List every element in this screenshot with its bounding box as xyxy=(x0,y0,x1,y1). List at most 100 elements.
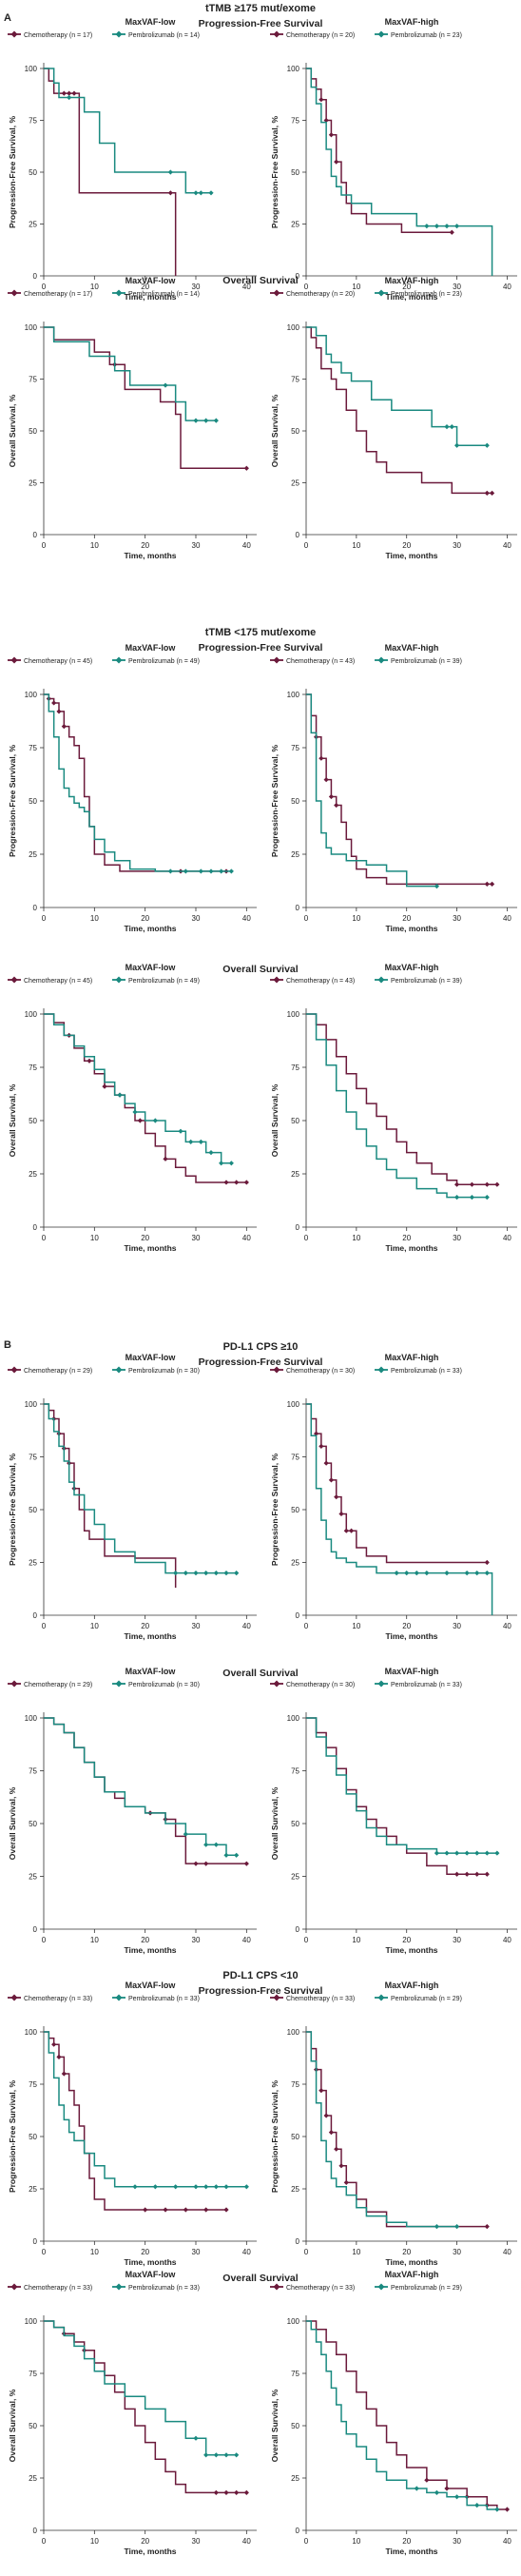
censor-mark xyxy=(193,2184,199,2190)
km-curve-pembrolizumab xyxy=(306,1013,488,1199)
legend-label: Chemotherapy (n = 20) xyxy=(286,291,355,298)
y-tick-label: 0 xyxy=(296,2237,300,2246)
censor-mark xyxy=(464,1871,470,1877)
censor-mark xyxy=(208,868,214,874)
legend-label: Pembrolizumab (n = 29) xyxy=(391,1996,462,2002)
km-curve-pembrolizumab xyxy=(306,693,437,888)
legend-label: Pembrolizumab (n = 29) xyxy=(391,2285,462,2292)
legend-label: Pembrolizumab (n = 33) xyxy=(391,1368,462,1375)
censor-mark xyxy=(494,1181,500,1187)
censor-mark xyxy=(453,224,460,229)
legend-label: Chemotherapy (n = 45) xyxy=(24,978,92,985)
y-axis-label: Progression-Free Survival, % xyxy=(8,116,17,229)
km-curve-pembrolizumab xyxy=(44,326,217,421)
y-tick-label: 50 xyxy=(29,1820,37,1828)
censor-mark xyxy=(223,2184,229,2190)
x-tick-label: 0 xyxy=(42,2248,47,2256)
y-tick-label: 25 xyxy=(291,2185,299,2194)
legend-marker xyxy=(377,2283,385,2291)
legend-marker xyxy=(10,656,18,664)
section-title-os: Overall Survival xyxy=(222,275,298,286)
censor-mark xyxy=(213,1842,219,1847)
y-tick-label: 50 xyxy=(29,2422,37,2430)
legend-label: Chemotherapy (n = 33) xyxy=(24,1996,92,2002)
y-axis-label: Progression-Free Survival, % xyxy=(8,1454,17,1567)
y-tick-label: 75 xyxy=(291,2080,299,2089)
x-tick-label: 20 xyxy=(141,1936,149,1944)
y-tick-label: 75 xyxy=(291,376,299,384)
x-axis-label: Time, months xyxy=(124,2547,176,2556)
censor-mark xyxy=(183,1831,188,1837)
legend-label: Chemotherapy (n = 45) xyxy=(24,658,92,665)
y-tick-label: 100 xyxy=(287,691,300,699)
censor-mark xyxy=(51,700,57,706)
legend-label: Pembrolizumab (n = 49) xyxy=(128,978,200,985)
y-axis-label: Overall Survival, % xyxy=(270,1786,280,1860)
subplot-title: MaxVAF-low xyxy=(125,276,177,285)
legend-label: Pembrolizumab (n = 14) xyxy=(128,32,200,39)
censor-mark xyxy=(152,1118,158,1123)
censor-mark xyxy=(334,2146,339,2152)
legend-marker xyxy=(377,30,385,38)
x-tick-label: 10 xyxy=(90,1622,99,1630)
legend-marker xyxy=(115,1366,123,1374)
censor-mark xyxy=(223,1571,229,1576)
x-tick-label: 40 xyxy=(242,1936,251,1944)
x-tick-label: 30 xyxy=(192,1936,201,1944)
legend-marker xyxy=(377,656,385,664)
legend-marker xyxy=(10,976,18,984)
legend-label: Chemotherapy (n = 20) xyxy=(286,32,355,39)
y-tick-label: 100 xyxy=(287,2317,300,2326)
x-tick-label: 30 xyxy=(192,914,201,923)
legend-label: Chemotherapy (n = 43) xyxy=(286,978,355,985)
censor-mark xyxy=(484,1181,490,1187)
panel-label-b: B xyxy=(4,1339,11,1351)
censor-mark xyxy=(183,868,188,874)
y-tick-label: 100 xyxy=(25,691,38,699)
y-tick-label: 75 xyxy=(291,2370,299,2378)
y-tick-label: 75 xyxy=(29,1454,37,1462)
km-curve-pembrolizumab xyxy=(44,68,211,194)
y-tick-label: 75 xyxy=(29,117,37,126)
censor-mark xyxy=(51,2041,57,2047)
censor-mark xyxy=(193,418,199,423)
y-tick-label: 75 xyxy=(291,1454,299,1462)
subplot-title: MaxVAF-high xyxy=(385,963,439,972)
censor-mark xyxy=(132,2184,138,2190)
x-tick-label: 0 xyxy=(304,541,309,550)
x-tick-label: 40 xyxy=(503,2537,511,2546)
censor-mark xyxy=(183,1571,188,1576)
km-curve-chemotherapy xyxy=(44,1403,177,1589)
censor-mark xyxy=(328,1477,335,1483)
legend-marker xyxy=(10,1680,18,1688)
y-tick-label: 25 xyxy=(29,2185,37,2194)
x-axis-label: Time, months xyxy=(385,1631,437,1641)
y-tick-label: 25 xyxy=(29,1170,37,1179)
x-tick-label: 20 xyxy=(141,2537,149,2546)
section-title-pfs: Progression-Free Survival xyxy=(199,18,323,29)
km-chart-ttmb-175-mut-exome-overall-survival-maxvaf-high: MaxVAF-high Chemotherapy (n = 20) Pembroli… xyxy=(270,276,517,560)
km-curve-pembrolizumab xyxy=(306,1403,493,1615)
km-plots: MaxVAF-low Chemotherapy (n = 17) Pembroliz… xyxy=(8,17,517,2556)
legend-label: Chemotherapy (n = 33) xyxy=(286,2285,355,2292)
censor-mark xyxy=(449,229,454,235)
censor-mark xyxy=(67,90,72,96)
censor-mark xyxy=(474,1850,480,1856)
y-tick-label: 100 xyxy=(287,323,300,332)
censor-mark xyxy=(213,2489,219,2495)
censor-mark xyxy=(313,1431,319,1436)
km-curve-pembrolizumab xyxy=(44,1013,232,1164)
legend-label: Pembrolizumab (n = 39) xyxy=(391,658,462,665)
censor-mark xyxy=(484,881,490,887)
x-tick-label: 20 xyxy=(402,541,411,550)
km-chart-pd-l1-cps-10-progression-free-survival-maxvaf-high: MaxVAF-high Chemotherapy (n = 30) Pembroli… xyxy=(270,1353,517,1641)
censor-mark xyxy=(163,382,168,388)
y-tick-label: 75 xyxy=(29,2370,37,2378)
x-tick-label: 30 xyxy=(192,1234,201,1242)
censor-mark xyxy=(484,1571,490,1576)
y-axis-label: Overall Survival, % xyxy=(8,1786,17,1860)
km-curve-pembrolizumab xyxy=(306,2031,457,2228)
km-curve-chemotherapy xyxy=(44,2031,226,2211)
x-tick-label: 20 xyxy=(402,2248,411,2256)
censor-mark xyxy=(219,1161,224,1166)
